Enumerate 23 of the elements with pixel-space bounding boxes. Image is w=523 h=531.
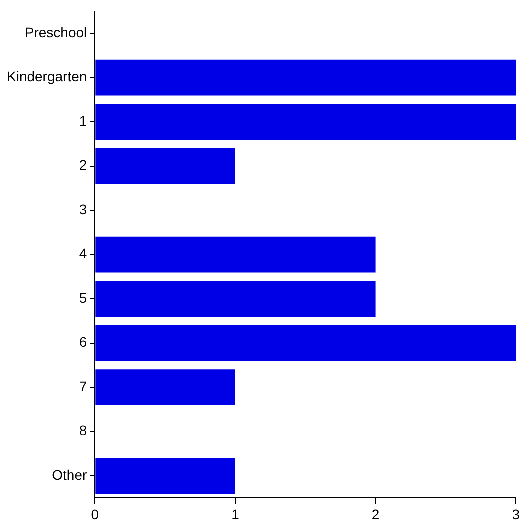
bar — [96, 236, 376, 273]
x-tick-label: 0 — [91, 506, 100, 522]
y-tick-label: 1 — [79, 112, 88, 129]
x-tick-label: 2 — [372, 506, 380, 522]
bar — [96, 281, 376, 317]
x-tick-label: 3 — [512, 506, 520, 522]
bar — [96, 370, 236, 406]
bar — [96, 60, 516, 96]
y-tick-label: 5 — [79, 290, 88, 306]
y-tick-label: 4 — [79, 246, 88, 262]
y-tick-label: 6 — [79, 334, 88, 350]
y-tick-label: Other — [52, 466, 88, 483]
y-tick-label: 8 — [79, 422, 88, 439]
y-tick-label: 3 — [79, 201, 88, 218]
bar — [96, 104, 516, 140]
bar — [96, 148, 236, 184]
y-tick-label: Preschool — [24, 24, 88, 40]
y-tick-label: Kindergarten — [6, 68, 88, 85]
x-tick-label: 1 — [232, 506, 240, 522]
bar — [96, 458, 236, 494]
bar — [96, 325, 516, 362]
y-tick-label: 7 — [79, 378, 88, 394]
y-tick-label: 2 — [79, 157, 88, 174]
